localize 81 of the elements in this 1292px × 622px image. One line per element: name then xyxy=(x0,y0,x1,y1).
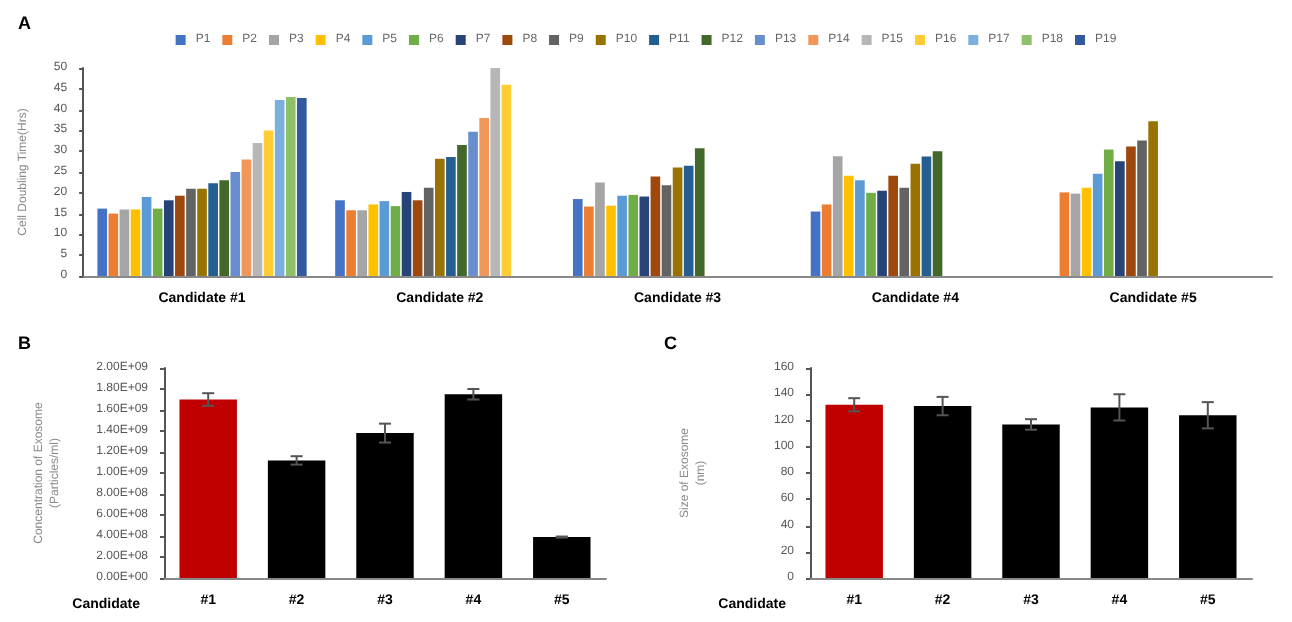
bar xyxy=(285,97,296,276)
bar xyxy=(490,68,501,276)
bar xyxy=(274,100,285,276)
bar xyxy=(444,394,503,578)
bar xyxy=(899,187,910,276)
bar xyxy=(672,167,683,276)
bar xyxy=(572,199,583,276)
bar xyxy=(1092,173,1103,276)
bar xyxy=(379,201,390,276)
bar xyxy=(390,206,401,276)
bar xyxy=(1126,146,1136,276)
bar xyxy=(152,208,163,276)
bar xyxy=(650,176,661,276)
bar xyxy=(108,213,119,276)
bar xyxy=(97,208,108,276)
bar xyxy=(1115,161,1125,276)
chart-title: A xyxy=(18,13,32,33)
bar xyxy=(921,156,932,276)
bar xyxy=(1002,424,1060,578)
bar xyxy=(628,194,639,276)
bar xyxy=(119,209,130,276)
bar xyxy=(252,142,263,276)
bar xyxy=(825,404,883,578)
bar xyxy=(219,180,230,276)
bar xyxy=(446,157,456,276)
bar xyxy=(606,205,616,276)
bar xyxy=(855,180,865,276)
bar xyxy=(401,191,412,276)
bar xyxy=(1059,192,1070,276)
bar xyxy=(913,406,972,578)
bar xyxy=(434,158,445,276)
bar xyxy=(533,537,591,578)
bar xyxy=(832,156,843,276)
bar xyxy=(1070,193,1081,276)
bar xyxy=(501,84,512,276)
bar xyxy=(197,188,207,276)
bar xyxy=(457,144,467,276)
bar xyxy=(821,204,832,276)
bar xyxy=(683,165,694,276)
bar xyxy=(368,204,379,276)
bar xyxy=(468,131,478,276)
bar xyxy=(910,163,921,276)
bar xyxy=(267,460,326,578)
bar xyxy=(412,200,423,276)
bar xyxy=(186,188,196,276)
bar xyxy=(163,200,174,276)
bar xyxy=(230,172,241,276)
bar xyxy=(1103,149,1114,276)
bar xyxy=(810,211,821,276)
bar xyxy=(297,97,307,276)
bar xyxy=(888,175,898,276)
bar xyxy=(335,200,345,276)
bar xyxy=(346,210,356,276)
bar xyxy=(479,117,489,276)
bar xyxy=(617,195,627,276)
bar xyxy=(357,210,367,276)
bar xyxy=(932,151,943,276)
bar xyxy=(179,399,237,578)
bar xyxy=(208,183,218,276)
bar xyxy=(595,182,605,276)
bar xyxy=(639,196,650,276)
bar xyxy=(423,187,434,276)
bar xyxy=(877,190,887,276)
bar xyxy=(843,175,854,276)
chart-title: C xyxy=(664,333,678,353)
bar xyxy=(1137,140,1147,276)
bar xyxy=(1081,187,1092,276)
bar xyxy=(694,148,705,276)
bar xyxy=(241,159,252,276)
bar xyxy=(1090,407,1149,578)
bar xyxy=(175,195,185,276)
bar xyxy=(130,209,141,276)
bar xyxy=(1148,121,1158,276)
bar xyxy=(263,130,274,276)
bar xyxy=(584,206,594,276)
bar xyxy=(866,192,876,276)
bar xyxy=(141,196,152,276)
bar xyxy=(1179,415,1237,578)
chart-title: B xyxy=(18,333,32,353)
bar xyxy=(356,433,414,578)
bar xyxy=(661,185,672,276)
